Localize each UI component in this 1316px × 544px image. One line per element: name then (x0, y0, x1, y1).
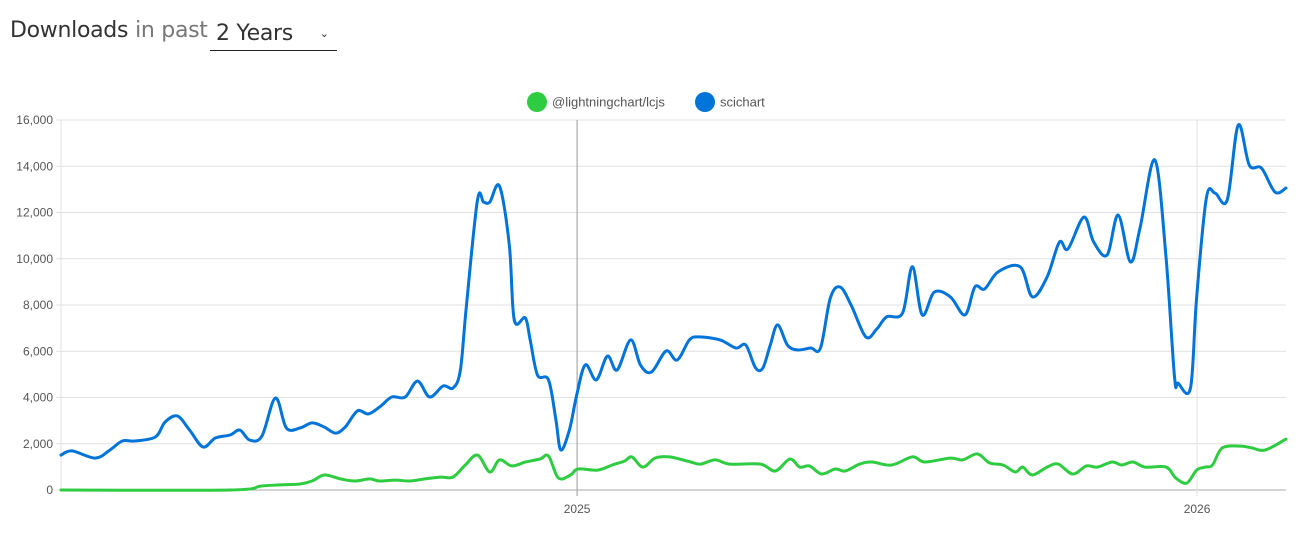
y-tick-label: 8,000 (23, 298, 53, 312)
y-tick-label: 2,000 (23, 437, 53, 451)
scichart-series-line (59, 123, 1288, 460)
page-subtitle: in past (135, 18, 208, 43)
y-tick-label: 14,000 (16, 159, 53, 173)
y-tick-label: 0 (46, 483, 53, 497)
y-axis: 0 2,000 4,000 6,000 8,000 10,000 12,000 14,000 1… (16, 113, 61, 497)
legend-label: @lightningchart/lcjs (552, 95, 665, 110)
time-range-value: 2 Years (216, 21, 293, 46)
y-tick-label: 6,000 (23, 344, 53, 358)
chart-series (59, 123, 1288, 492)
x-tick-label: 2025 (564, 502, 591, 516)
legend-marker-icon (527, 92, 547, 112)
y-tick-label: 4,000 (23, 391, 53, 405)
y-tick-label: 10,000 (16, 252, 53, 266)
page-title: Downloads (10, 18, 129, 43)
legend-item-lightningchart[interactable]: @lightningchart/lcjs (527, 92, 665, 112)
chart-grid (60, 119, 1286, 496)
chevron-down-icon: ⌄ (319, 27, 329, 40)
downloads-header: Downloads in past (10, 18, 208, 43)
chart-legend: @lightningchart/lcjs scichart (527, 92, 765, 112)
lightningchart-series-line (59, 437, 1288, 492)
legend-item-scichart[interactable]: scichart (695, 92, 765, 112)
legend-label: scichart (720, 95, 765, 110)
y-tick-label: 12,000 (16, 206, 53, 220)
x-tick-label: 2026 (1184, 502, 1211, 516)
legend-marker-icon (695, 92, 715, 112)
time-range-select[interactable]: 2 Years ⌄ (210, 18, 337, 51)
x-axis: 2025 2026 (564, 502, 1211, 516)
y-tick-label: 16,000 (16, 113, 53, 127)
